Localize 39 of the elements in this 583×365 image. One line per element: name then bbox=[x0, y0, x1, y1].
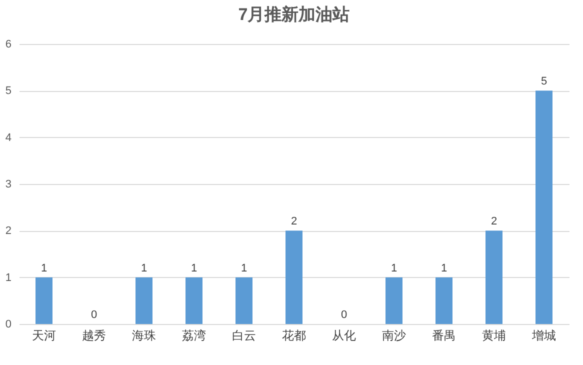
bar bbox=[136, 277, 152, 324]
x-tick-label: 花都 bbox=[282, 328, 306, 342]
data-label: 1 bbox=[240, 262, 248, 274]
bar bbox=[236, 277, 252, 324]
x-tick-label: 增城 bbox=[531, 328, 556, 342]
x-tick-label: 白云 bbox=[232, 328, 256, 342]
data-label: 1 bbox=[390, 262, 398, 274]
bar bbox=[536, 90, 552, 324]
data-label: 1 bbox=[40, 262, 48, 274]
y-tick-label: 4 bbox=[5, 132, 12, 144]
data-label: 1 bbox=[190, 262, 198, 274]
y-tick-label: 3 bbox=[5, 178, 12, 190]
data-label: 1 bbox=[140, 262, 148, 274]
bar bbox=[36, 277, 52, 324]
bar bbox=[386, 277, 402, 324]
data-label: 1 bbox=[440, 262, 448, 274]
x-tick-label: 天河 bbox=[32, 328, 56, 342]
y-tick-label: 2 bbox=[5, 225, 12, 238]
chart-title: 7月推新加油站 bbox=[238, 5, 350, 24]
x-tick-label: 从化 bbox=[332, 328, 356, 342]
y-tick-label: 0 bbox=[5, 318, 12, 330]
y-tick-label: 6 bbox=[5, 38, 12, 50]
bar bbox=[486, 230, 502, 324]
y-tick-label: 5 bbox=[5, 85, 12, 98]
x-tick-label: 番禺 bbox=[432, 328, 456, 342]
data-label: 5 bbox=[540, 76, 548, 88]
x-tick-label: 黄埔 bbox=[482, 328, 506, 342]
data-label: 2 bbox=[490, 216, 498, 228]
y-tick-label: 1 bbox=[5, 272, 12, 284]
bar bbox=[186, 277, 202, 324]
x-tick-label: 荔湾 bbox=[182, 328, 206, 342]
x-tick-label: 越秀 bbox=[82, 328, 106, 342]
x-tick-label: 南沙 bbox=[382, 328, 406, 342]
data-label: 0 bbox=[340, 309, 348, 321]
data-label: 2 bbox=[290, 216, 298, 228]
data-label: 0 bbox=[90, 309, 98, 321]
x-tick-label: 海珠 bbox=[132, 328, 156, 342]
bar bbox=[286, 230, 302, 324]
bar bbox=[436, 277, 452, 324]
